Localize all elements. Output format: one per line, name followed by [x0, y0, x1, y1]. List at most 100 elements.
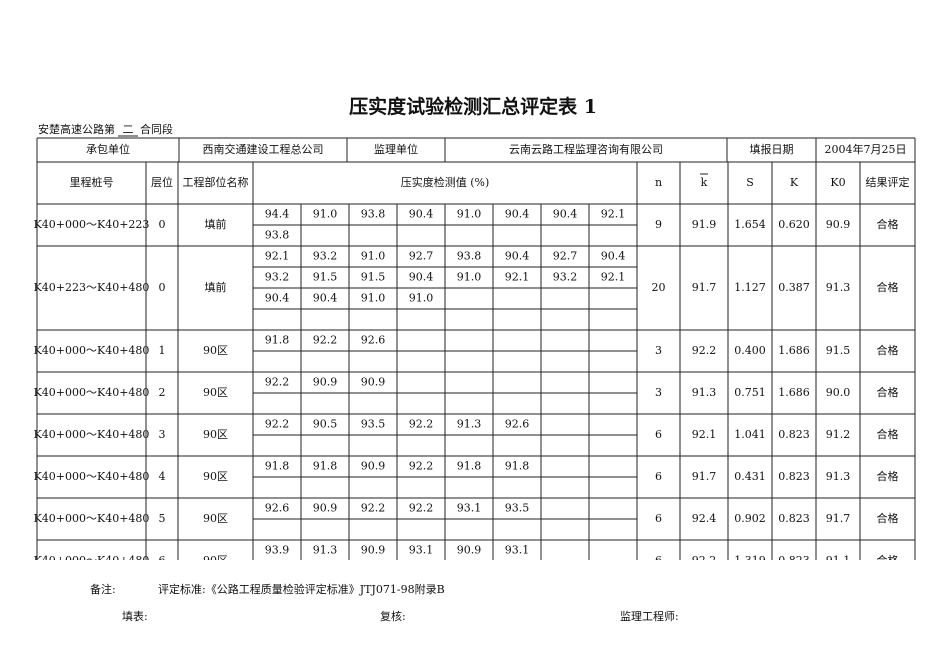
part: 填前: [205, 280, 227, 294]
measured-value: 91.0: [313, 208, 338, 221]
measured-value: 91.8: [505, 460, 530, 473]
n-cell: 6: [655, 512, 662, 525]
part: 90区: [203, 386, 228, 399]
info-cell: 2004年7月25日: [825, 142, 907, 156]
measured-value: 92.2: [409, 418, 434, 431]
info-cell: 监理单位: [374, 142, 418, 156]
measured-value: 91.8: [265, 460, 290, 473]
n-cell: 6: [655, 470, 662, 483]
k0-cell: 90.0: [826, 386, 851, 399]
k0-cell: 91.2: [826, 428, 851, 441]
column-header: 里程桩号: [70, 175, 114, 189]
k-cell: 91.9: [692, 218, 717, 231]
result-cell: 合格: [877, 511, 899, 525]
layer: 5: [159, 512, 166, 525]
s-cell: 0.431: [734, 470, 766, 483]
measured-value: 93.2: [553, 271, 578, 284]
measured-value: 91.5: [361, 271, 386, 284]
station: K40+000～K40+480: [34, 428, 150, 441]
layer: 2: [159, 386, 166, 399]
measured-value: 90.4: [409, 208, 434, 221]
result-cell: 合格: [877, 217, 899, 231]
section-suffix: 合同段: [140, 122, 173, 136]
measured-value: 90.4: [505, 208, 530, 221]
info-cell: 云南云路工程监理咨询有限公司: [509, 142, 663, 156]
k0-cell: 91.7: [826, 512, 851, 525]
engineer: 监理工程师:: [620, 610, 679, 623]
measured-value: 93.8: [457, 250, 482, 263]
s-cell: 0.400: [734, 344, 766, 357]
measured-value: 92.2: [361, 502, 386, 515]
measured-value: 93.1: [505, 544, 530, 557]
measured-value: 92.6: [505, 418, 530, 431]
measured-value: 93.2: [265, 271, 290, 284]
measured-value: 91.8: [457, 460, 482, 473]
measured-value: 93.1: [457, 502, 482, 515]
section-prefix: 安楚高速公路第: [38, 122, 115, 136]
remark: 评定标准:《公路工程质量检验评定标准》JTJ071-98附录B: [158, 582, 445, 596]
measured-value: 91.0: [409, 292, 434, 305]
layer: 3: [159, 428, 166, 441]
measured-value: 93.1: [409, 544, 434, 557]
n-cell: 6: [655, 428, 662, 441]
column-header: k: [701, 176, 708, 189]
station: K40+000～K40+480: [34, 344, 150, 357]
info-cell: 西南交通建设工程总公司: [203, 142, 324, 156]
k-cell: 92.2: [692, 344, 717, 357]
measured-value: 93.9: [265, 544, 290, 557]
measured-value: 92.1: [265, 250, 290, 263]
measured-value: 91.0: [361, 292, 386, 305]
k-cell: 0.823: [778, 428, 810, 441]
measured-value: 93.5: [505, 502, 530, 515]
filler: 填表:: [122, 609, 148, 623]
measured-value: 92.1: [505, 271, 530, 284]
measured-value: 90.5: [313, 418, 338, 431]
column-header: 工程部位名称: [183, 175, 249, 189]
s-cell: 1.654: [734, 218, 766, 231]
measured-value: 90.9: [361, 544, 386, 557]
s-cell: 1.319: [734, 554, 766, 567]
s-cell: 0.902: [734, 512, 766, 525]
measured-value: 90.4: [265, 292, 290, 305]
k-cell: 0.620: [778, 218, 810, 231]
k-cell: 0.387: [778, 281, 810, 294]
measured-value: 91.8: [265, 334, 290, 347]
measured-value: 92.7: [409, 250, 434, 263]
column-header: n: [655, 176, 662, 189]
layer: 1: [159, 344, 166, 357]
layer: 0: [159, 281, 166, 294]
station: K40+223～K40+480: [34, 281, 150, 294]
column-header: K0: [830, 176, 845, 189]
layer: 6: [159, 554, 166, 567]
measured-value: 92.2: [409, 460, 434, 473]
info-cell: 承包单位: [86, 142, 130, 156]
k-cell: 92.1: [692, 428, 717, 441]
result-cell: 合格: [877, 427, 899, 441]
measured-value: 92.1: [601, 208, 626, 221]
k-cell: 0.823: [778, 470, 810, 483]
measured-value: 90.9: [313, 502, 338, 515]
measured-value: 94.4: [265, 208, 290, 221]
measured-value: 91.0: [361, 250, 386, 263]
measured-value: 92.2: [265, 418, 290, 431]
measured-value: 93.8: [361, 208, 386, 221]
part: 90区: [203, 554, 228, 567]
measured-value: 90.4: [553, 208, 578, 221]
station: K40+000～K40+223: [34, 218, 150, 231]
remark-label: 备注:: [90, 582, 116, 596]
measured-value: 92.1: [601, 271, 626, 284]
layer: 4: [159, 470, 166, 483]
n-cell: 3: [655, 344, 662, 357]
k0-cell: 90.9: [826, 218, 851, 231]
measured-value: 90.9: [457, 544, 482, 557]
k-cell: 91.3: [692, 386, 717, 399]
measured-value: 91.8: [313, 460, 338, 473]
measured-value: 93.8: [265, 229, 290, 242]
result-cell: 合格: [877, 385, 899, 399]
part: 90区: [203, 344, 228, 357]
k-cell: 92.4: [692, 512, 717, 525]
k-cell: 91.7: [692, 281, 717, 294]
measured-value: 93.2: [313, 250, 338, 263]
column-header: 压实度检测值 (%): [401, 175, 490, 189]
